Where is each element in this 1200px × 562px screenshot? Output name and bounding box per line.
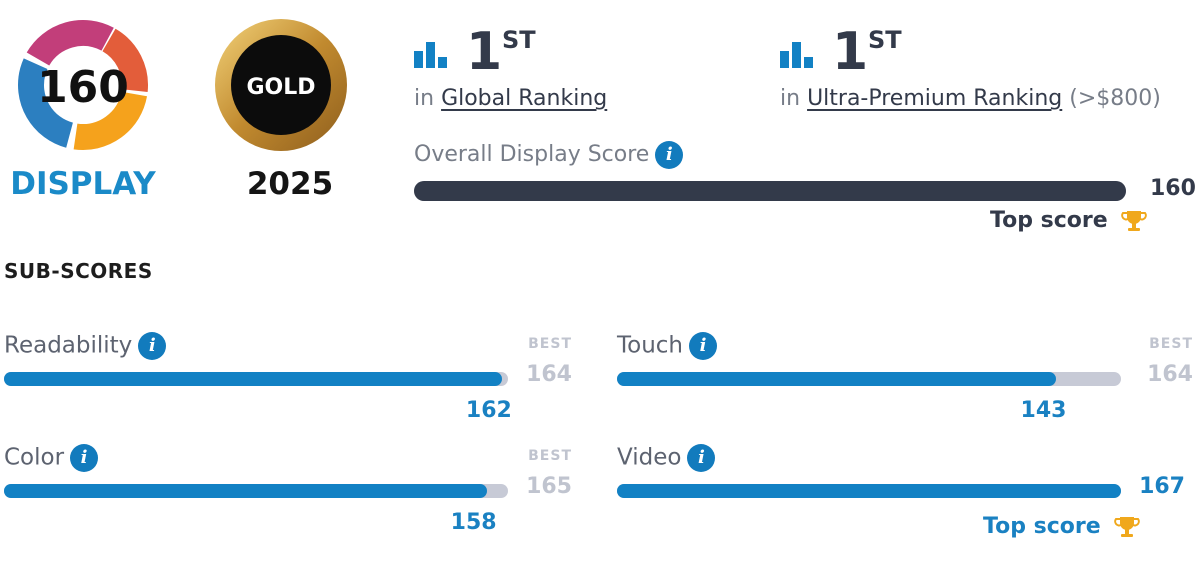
bar-chart-icon [780,42,813,68]
subscore-video: Video i 167 Top score [617,444,1200,554]
info-icon[interactable]: i [655,141,684,169]
ultra-premium-ranking-link[interactable]: Ultra-Premium Ranking [807,86,1063,111]
subscore-fill [617,372,1057,386]
subscore-bar [4,484,508,498]
global-rank-line: in Global Ranking [414,86,607,111]
subscore-label-text: Color [4,444,65,471]
subscore-color: Color i BEST 165 158 [4,444,594,554]
global-ranking-link[interactable]: Global Ranking [441,86,608,111]
top-score-label: Top score [983,514,1141,539]
info-icon[interactable]: i [687,444,716,472]
badge-caption: DISPLAY [10,166,156,202]
trophy-icon [1114,517,1141,537]
subscore-touch: Touch i BEST 164 143 [617,332,1200,442]
rank-prefix: in [780,86,801,111]
subscores-heading: SUB-SCORES [4,259,153,283]
award-year: 2025 [246,166,334,202]
overall-score-fill [414,181,1126,201]
info-icon[interactable]: i [70,444,99,472]
overall-score-label: Overall Display Score i [414,141,684,169]
subscore-readability: Readability i BEST 164 162 [4,332,594,442]
subscore-fill [4,484,487,498]
subscore-bar [4,372,508,386]
subscore-label-text: Readability [4,332,133,359]
rank-position: 1 [466,22,503,82]
best-value: 164 [1147,362,1193,387]
price-range: (>$800) [1069,86,1161,111]
info-icon[interactable]: i [138,332,167,360]
subscore-fill [4,372,502,386]
top-score-text: Top score [990,208,1108,233]
subscore-label: Readability i [4,332,167,360]
subscore-value: 143 [1020,398,1067,423]
award-label: GOLD [246,75,315,100]
best-value: 165 [526,474,572,499]
rank-suffix: ST [502,26,536,54]
rank-suffix: ST [868,26,902,54]
overall-score-bar [414,181,1126,201]
subscore-value: 162 [465,398,512,423]
subscore-value: 167 [1139,474,1185,499]
subscore-bar [617,372,1121,386]
overall-score-text: Overall Display Score [414,142,650,167]
subscore-label: Video i [617,444,716,472]
subscore-bar [617,484,1121,498]
display-score-badge: 160 [4,10,162,156]
bar-chart-icon [414,42,447,68]
trophy-icon [1121,211,1148,231]
gold-award-badge: GOLD [206,12,356,158]
rank-prefix: in [414,86,435,111]
overall-score-value: 160 [1150,176,1196,201]
best-label: BEST [528,336,572,352]
subscore-label-text: Video [617,444,682,471]
best-value: 164 [526,362,572,387]
top-score-label: Top score [990,208,1148,233]
subscore-fill [617,484,1121,498]
best-label: BEST [1149,336,1193,352]
badge-score-text: 160 [37,62,129,113]
subscore-label: Color i [4,444,99,472]
subscore-label: Touch i [617,332,718,360]
top-score-text: Top score [983,514,1101,539]
subscore-value: 158 [450,510,497,535]
subscore-label-text: Touch [617,332,684,359]
info-icon[interactable]: i [689,332,718,360]
best-label: BEST [528,448,572,464]
rank-position: 1 [832,22,869,82]
ultra-premium-rank-line: in Ultra-Premium Ranking (>$800) [780,86,1161,111]
